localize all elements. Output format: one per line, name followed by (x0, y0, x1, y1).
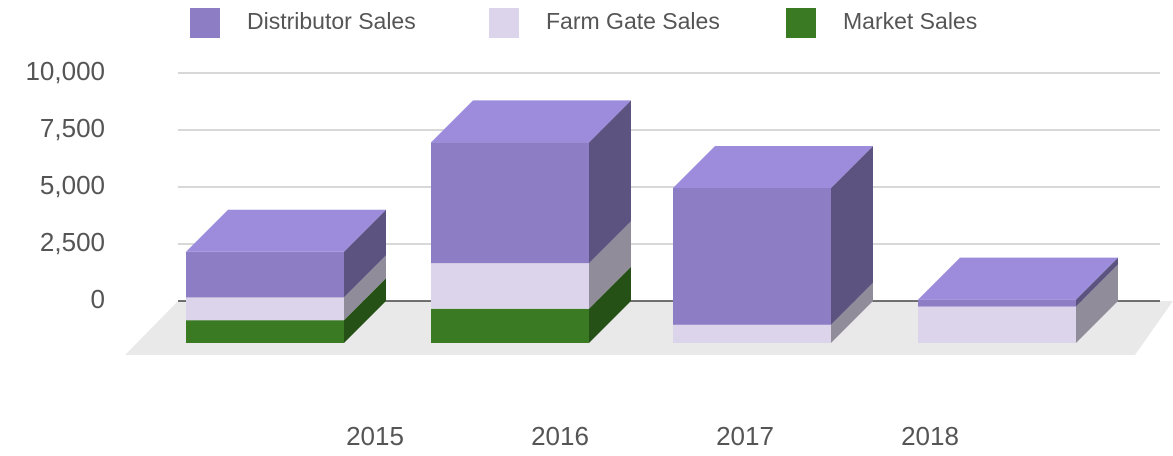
bar-front (673, 324, 831, 343)
bar-side (344, 278, 386, 343)
bar-top (673, 145, 873, 188)
bar-side (831, 282, 873, 343)
bar-front (673, 187, 831, 325)
x-tick-label: 2016 (531, 421, 589, 451)
bar-front (918, 306, 1076, 343)
y-tick-label: 10,000 (25, 56, 105, 86)
bar-front (186, 320, 344, 343)
bar-top (431, 100, 631, 143)
legend-swatch (190, 8, 220, 38)
bar-side (1076, 264, 1118, 343)
bar-side (831, 145, 873, 325)
bar-front (431, 142, 589, 264)
legend-swatch (489, 8, 519, 38)
legend-label: Market Sales (843, 8, 977, 34)
bar-front (918, 299, 1076, 307)
bar-front (431, 263, 589, 309)
bar-front (186, 297, 344, 321)
bar-top (186, 209, 386, 252)
y-tick-label: 5,000 (40, 170, 105, 200)
bar-side (589, 100, 631, 264)
y-tick-label: 7,500 (40, 113, 105, 143)
legend-label: Distributor Sales (247, 8, 416, 34)
x-tick-label: 2015 (346, 421, 404, 451)
y-tick-label: 2,500 (40, 227, 105, 257)
bar-front (431, 308, 589, 343)
x-tick-label: 2017 (716, 421, 774, 451)
y-tick-label: 0 (91, 284, 105, 314)
bar-side (344, 255, 386, 321)
legend-swatch (786, 8, 816, 38)
bar-side (1076, 257, 1118, 307)
bar-top (918, 257, 1118, 300)
floor (125, 301, 1173, 355)
legend-label: Farm Gate Sales (546, 8, 720, 34)
bar-side (589, 221, 631, 309)
x-tick-label: 2018 (901, 421, 959, 451)
bar-front (186, 251, 344, 298)
bar-side (344, 209, 386, 298)
bar-side (589, 266, 631, 343)
